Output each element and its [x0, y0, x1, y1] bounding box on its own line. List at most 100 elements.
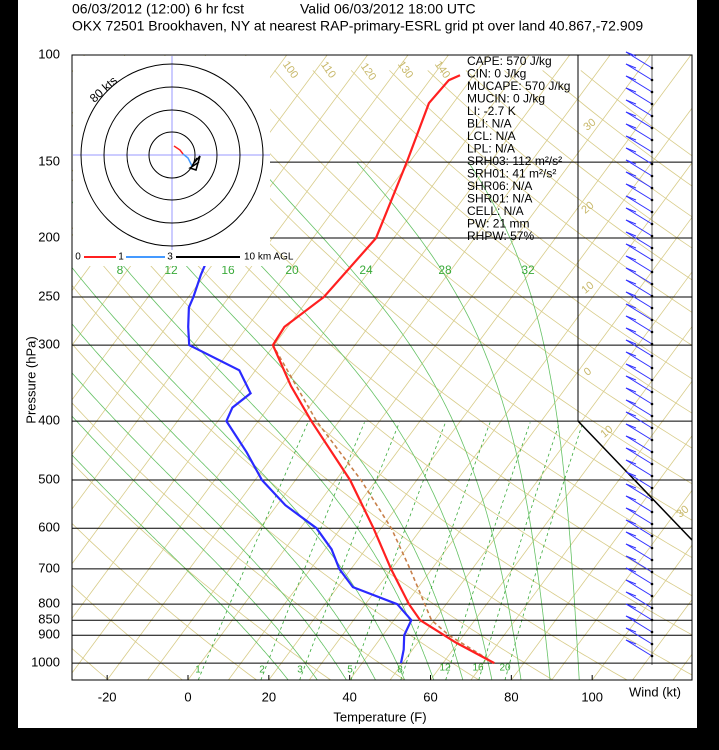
moist-adiabat — [254, 161, 522, 680]
y-tick-label: 1000 — [31, 655, 60, 670]
wind-barb — [625, 447, 653, 465]
header-left: 06/03/2012 (12:00) 6 hr fcst — [72, 1, 244, 17]
wind-dot — [650, 438, 654, 442]
wind-dot — [650, 606, 654, 610]
wind-barb — [625, 591, 653, 609]
wind-barb-flag — [625, 327, 637, 333]
stat-line: CIN: 0 J/kg — [467, 67, 526, 81]
wind-barb-flag — [625, 495, 637, 501]
wind-barb-flag — [625, 243, 637, 249]
stat-line: LI: -2.7 K — [467, 104, 516, 118]
wind-barb-flag — [625, 99, 637, 105]
wind-barb-flag — [625, 387, 637, 393]
wind-dot — [650, 402, 654, 406]
moist-adiabat — [72, 323, 376, 680]
wind-barb-flag — [625, 207, 637, 213]
dry-adiabat — [72, 284, 554, 680]
stat-line: RHPW: 57% — [467, 229, 534, 243]
wind-barb — [625, 159, 653, 177]
mixing-ratio-label: 16 — [472, 663, 484, 674]
y-tick-label: 200 — [38, 229, 60, 244]
wind-barb-flag — [625, 435, 637, 441]
wind-barb-flag — [625, 303, 637, 309]
wind-barb-flag — [625, 351, 637, 357]
wind-barb — [625, 147, 653, 165]
wind-barb — [625, 75, 653, 93]
wind-dot — [650, 390, 654, 394]
hodo-legend-label: 0 — [75, 252, 81, 263]
wind-barb — [625, 183, 653, 201]
wind-barb-flag — [625, 459, 637, 465]
wind-barb — [625, 255, 653, 273]
isotherm — [511, 435, 692, 680]
dry-adiabat — [72, 402, 405, 680]
hodo-trace — [182, 153, 193, 167]
hodo-trace — [173, 145, 184, 155]
wind-barb-flag — [625, 87, 637, 93]
wind-barb — [625, 519, 653, 537]
wind-barb-flag — [625, 447, 637, 453]
wind-barb — [625, 135, 653, 153]
wind-dot — [650, 294, 654, 298]
stat-line: BLI: N/A — [467, 117, 512, 131]
isotherm — [430, 325, 692, 680]
stat-line: CELL: N/A — [467, 204, 524, 218]
wind-barb-flag — [625, 603, 637, 609]
mixing-ratio-label: 2 — [259, 665, 265, 676]
wind-barb-flag — [625, 423, 637, 429]
wind-barb — [625, 375, 653, 393]
wind-barb-flag — [625, 171, 637, 177]
wind-dot — [650, 174, 654, 178]
wind-dot — [650, 642, 654, 646]
x-tick-label: 60 — [423, 689, 437, 704]
wind-barb — [625, 363, 653, 381]
mixing-ratio-line — [478, 422, 560, 680]
wind-dot — [650, 246, 654, 250]
dry-adiabat — [82, 70, 692, 597]
wind-barb-flag — [625, 555, 637, 561]
wind-barb — [625, 435, 653, 453]
dry-adiabat — [72, 110, 692, 636]
wind-dot — [650, 306, 654, 310]
mixing-ratio-label: 1 — [195, 665, 201, 676]
moist-adiabat — [72, 266, 405, 680]
x-tick-label: -20 — [98, 689, 117, 704]
wind-dot — [650, 162, 654, 166]
wind-dot — [650, 486, 654, 490]
wind-barb-flag — [625, 519, 637, 525]
wind-barb-flag — [625, 627, 637, 633]
temperature-line — [271, 74, 495, 665]
wind-barb-flag — [625, 279, 637, 285]
mixing-ratio-label: 8 — [397, 665, 403, 676]
stat-line: LPL: N/A — [467, 142, 515, 156]
moist-adiabat-label: 8 — [117, 263, 124, 277]
wind-barb — [625, 327, 653, 345]
wind-barb-flag — [625, 195, 637, 201]
wind-barb — [625, 99, 653, 117]
wind-barb — [625, 111, 653, 129]
wind-barb-flag — [625, 399, 637, 405]
wind-dot — [650, 186, 654, 190]
mixing-ratio-line — [504, 422, 584, 680]
wind-barb — [625, 231, 653, 249]
moist-adiabat — [169, 161, 493, 680]
parcel-line — [272, 344, 495, 664]
wind-dot — [650, 618, 654, 622]
wind-barb — [625, 507, 653, 525]
hodo-legend-label: 10 km AGL — [244, 252, 294, 263]
moist-adiabat-label: 32 — [521, 263, 535, 277]
x-tick-label: 0 — [184, 689, 191, 704]
wind-dot — [650, 426, 654, 430]
y-tick-label: 850 — [38, 612, 60, 627]
wind-barb — [625, 315, 653, 333]
y-tick-label: 900 — [38, 627, 60, 642]
wind-dot — [650, 582, 654, 586]
wind-dot — [650, 258, 654, 262]
x-axis-label: Temperature (F) — [333, 709, 426, 724]
x-tick-label: 80 — [504, 689, 518, 704]
dewpoint-line — [187, 262, 413, 664]
wind-dot — [650, 510, 654, 514]
wind-barb — [625, 531, 653, 549]
wind-barb-flag — [625, 63, 637, 69]
